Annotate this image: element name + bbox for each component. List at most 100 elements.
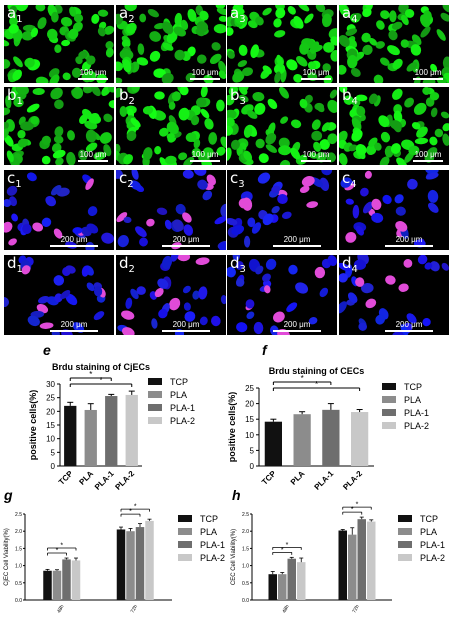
cell-nucleus (368, 37, 378, 46)
cell-nucleus (200, 87, 208, 98)
cell-nucleus (177, 255, 191, 262)
bar-pla-2-48h (71, 560, 81, 600)
cell-nucleus (327, 255, 337, 267)
cell-nucleus (4, 59, 11, 69)
scale-bar: 200 μm (50, 235, 98, 247)
cell-nucleus (227, 50, 235, 59)
cell-nucleus (243, 150, 253, 162)
cell-nucleus (293, 73, 303, 83)
legend-f: TCP PLA PLA-1 PLA-2 (382, 380, 429, 432)
panel-label-letter: b (7, 87, 17, 104)
x-tick-label: 72h (130, 604, 139, 614)
cell-nucleus (440, 12, 449, 22)
cell-nucleus (78, 149, 88, 161)
cell-nucleus (122, 59, 132, 73)
x-tick-label: 48h (281, 604, 290, 614)
cell-nucleus (362, 201, 373, 214)
cell-nucleus (182, 285, 191, 294)
cell-nucleus (5, 119, 15, 132)
cell-nucleus (180, 19, 189, 31)
micrograph-image (227, 5, 337, 83)
cell-nucleus (299, 185, 310, 193)
cell-nucleus (107, 87, 114, 93)
cell-nucleus (314, 266, 326, 279)
cell-nucleus (99, 132, 112, 144)
cell-nucleus (230, 139, 240, 150)
cell-nucleus (388, 30, 398, 41)
cell-nucleus (208, 132, 218, 145)
y-tick-label: 10 (46, 435, 55, 444)
y-tick-label: 10 (245, 431, 254, 440)
legend-swatch (178, 528, 192, 535)
panel-label-letter: a (7, 5, 17, 22)
cell-nucleus (406, 313, 417, 324)
y-tick-label: 1.0 (242, 564, 249, 570)
panel-label-sub: 4 (350, 179, 357, 190)
cell-nucleus (227, 125, 234, 136)
cell-nucleus (202, 147, 214, 158)
cell-nucleus (154, 287, 164, 298)
cell-nucleus (442, 56, 449, 70)
scale-label: 100 μm (302, 150, 330, 159)
micrograph-image (4, 87, 114, 165)
cell-nucleus (227, 27, 234, 36)
cell-nucleus (392, 331, 405, 335)
bar-pla-1-72h (357, 519, 366, 600)
cell-nucleus (251, 222, 262, 234)
cell-nucleus (206, 174, 216, 186)
scale-label: 100 μm (191, 68, 219, 77)
cell-nucleus (103, 113, 113, 123)
cell-nucleus (197, 54, 207, 64)
cell-nucleus (345, 232, 357, 243)
cell-nucleus (442, 5, 449, 13)
cell-nucleus (306, 201, 319, 208)
cell-nucleus (279, 159, 291, 165)
cell-nucleus (371, 198, 382, 211)
cell-nucleus (258, 153, 269, 163)
panel-label-sub: 1 (16, 264, 23, 275)
cell-nucleus (410, 44, 422, 56)
y-axis-label: CEC Cell Viability(%) (231, 529, 237, 585)
y-tick-label: 20 (245, 400, 254, 409)
y-tick-label: 25 (46, 394, 55, 403)
legend-swatch (382, 383, 396, 390)
cell-nucleus (4, 221, 13, 233)
panel-letter-e: e (43, 342, 51, 358)
bar-pla (293, 414, 311, 466)
cell-nucleus (237, 60, 248, 68)
micrograph-image (227, 87, 337, 165)
cell-nucleus (368, 93, 378, 105)
cell-nucleus (339, 153, 348, 165)
cell-nucleus (215, 5, 226, 9)
cell-nucleus (54, 126, 64, 137)
cell-nucleus (356, 106, 366, 117)
cell-nucleus (413, 102, 427, 115)
cell-nucleus (227, 266, 236, 278)
cell-nucleus (392, 88, 403, 100)
cell-nucleus (275, 5, 285, 11)
legend-item: PLA (398, 525, 445, 538)
cell-nucleus (173, 26, 186, 37)
scale-label: 200 μm (60, 235, 88, 244)
legend-swatch (382, 409, 396, 416)
cell-nucleus (87, 206, 98, 217)
cell-nucleus (262, 7, 272, 16)
legend-item: PLA (148, 388, 195, 401)
cell-nucleus (154, 146, 162, 155)
scale-label: 200 μm (395, 235, 423, 244)
cell-nucleus (117, 235, 129, 248)
bar-pla-1-48h (62, 559, 71, 600)
bar-pla-2 (125, 394, 138, 466)
micrograph-image (340, 170, 439, 248)
micrograph-d1: d1 200 μm (4, 255, 114, 335)
cell-nucleus (297, 5, 310, 12)
cell-nucleus (75, 56, 83, 65)
cell-nucleus (22, 223, 32, 234)
cell-nucleus (273, 311, 285, 323)
cell-nucleus (178, 152, 188, 161)
bar-pla-48h (278, 574, 287, 600)
cell-nucleus (232, 255, 241, 261)
cell-nucleus (116, 143, 121, 154)
cell-nucleus (430, 107, 438, 118)
cell-nucleus (216, 7, 226, 16)
